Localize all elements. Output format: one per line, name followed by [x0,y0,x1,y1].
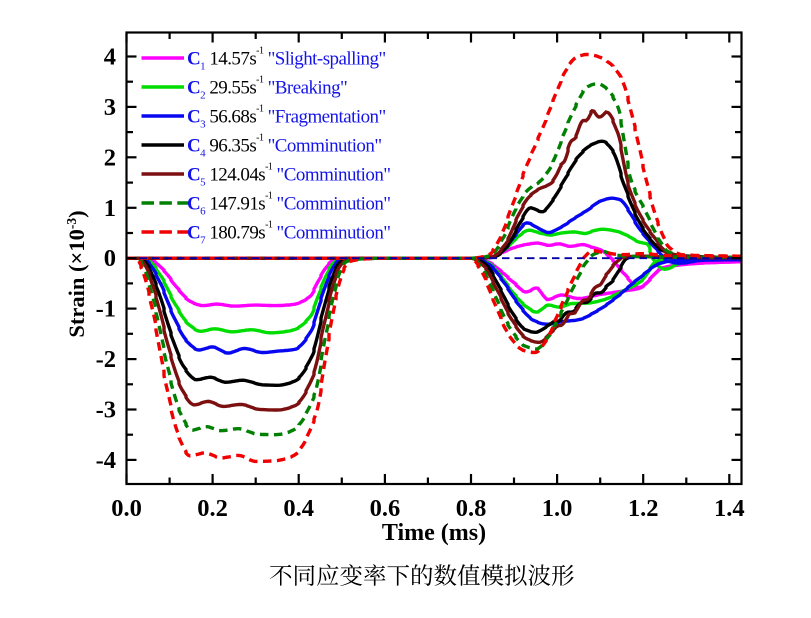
svg-text:1.4: 1.4 [714,495,745,522]
svg-text:0: 0 [104,245,116,272]
svg-text:4: 4 [104,44,116,71]
svg-text:-4: -4 [96,447,116,474]
svg-text:0.0: 0.0 [111,495,142,522]
svg-text:1.0: 1.0 [542,495,573,522]
svg-text:-2: -2 [96,346,116,373]
svg-text:3: 3 [104,94,116,121]
svg-text:C2 29.55s-1 "Breaking": C2 29.55s-1 "Breaking" [187,75,347,102]
svg-text:Time (ms): Time (ms) [382,520,486,546]
svg-text:C3 56.68s-1 "Fragmentation": C3 56.68s-1 "Fragmentation" [187,104,386,131]
svg-text:C5 124.04s-1 "Comminution": C5 124.04s-1 "Comminution" [187,162,391,189]
svg-text:2: 2 [104,144,116,171]
svg-text:0.4: 0.4 [283,495,314,522]
svg-text:-3: -3 [96,397,116,424]
svg-text:C7 180.79s-1 "Comminution": C7 180.79s-1 "Comminution" [187,220,391,247]
svg-text:C1 14.57s-1 "Slight-spalling": C1 14.57s-1 "Slight-spalling" [187,46,386,73]
svg-text:-1: -1 [96,296,116,323]
svg-text:C4 96.35s-1 "Comminution": C4 96.35s-1 "Comminution" [187,133,382,160]
svg-text:1: 1 [104,195,116,222]
svg-text:1.2: 1.2 [628,495,659,522]
svg-text:0.2: 0.2 [197,495,228,522]
svg-text:0.8: 0.8 [456,495,487,522]
svg-text:0.6: 0.6 [370,495,401,522]
svg-text:Strain (×10-3): Strain (×10-3) [64,210,89,337]
svg-text:C6 147.91s-1 "Comminution": C6 147.91s-1 "Comminution" [187,191,391,218]
